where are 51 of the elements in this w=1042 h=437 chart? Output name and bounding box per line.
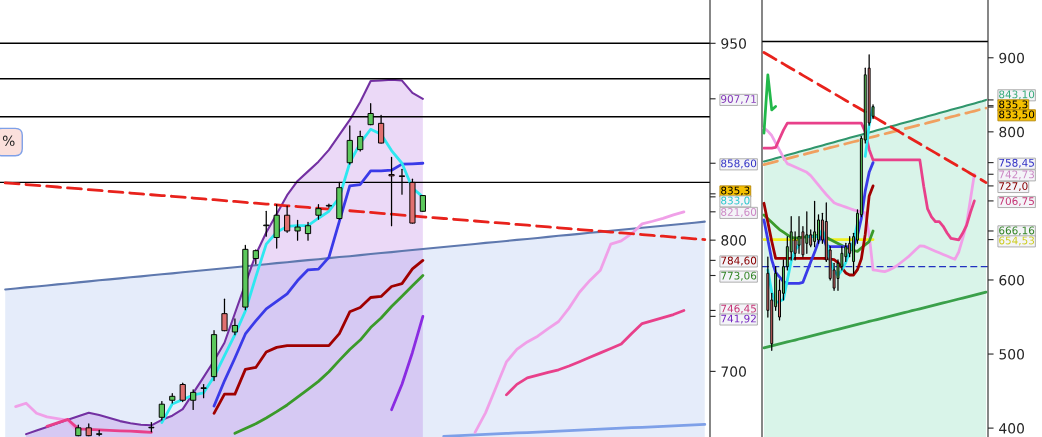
y-tick-label: 821,60 bbox=[721, 208, 757, 217]
candlestick bbox=[848, 236, 852, 258]
y-tick-label: 950 bbox=[721, 38, 746, 49]
line-series bbox=[762, 290, 988, 350]
line-series bbox=[390, 314, 425, 412]
candlestick bbox=[294, 219, 301, 241]
y-tick-label: 900 bbox=[999, 52, 1024, 64]
y-tick-label: 500 bbox=[999, 349, 1024, 360]
candlestick bbox=[273, 204, 280, 249]
y-tick-label: 843,10 bbox=[999, 90, 1035, 100]
y-tick-label: 600 bbox=[999, 274, 1024, 286]
y-tick-label: 784,60 bbox=[721, 256, 757, 266]
y-tick-label: 727,0 bbox=[999, 182, 1028, 192]
candlestick bbox=[304, 221, 312, 241]
candlestick bbox=[190, 389, 197, 411]
candlestick bbox=[263, 210, 270, 237]
line-series bbox=[762, 121, 976, 242]
y-tick-label: 400 bbox=[999, 423, 1024, 434]
y-tick-label: 800 bbox=[721, 235, 746, 246]
y-tick-label: 706,75 bbox=[999, 197, 1034, 207]
y-tick-label: 907,71 bbox=[721, 95, 756, 104]
line-series bbox=[442, 423, 707, 437]
line-series bbox=[212, 258, 425, 415]
y-tick-label: 700 bbox=[721, 366, 746, 377]
candlestick bbox=[158, 400, 165, 421]
y-tick-label: 742,73 bbox=[999, 170, 1035, 180]
line-series bbox=[212, 161, 425, 408]
y-tick-label: 746,45 bbox=[721, 304, 756, 314]
y-tick-label: 835,3 bbox=[999, 100, 1028, 110]
y-tick-label: 833,0 bbox=[721, 196, 750, 206]
candlestick bbox=[284, 205, 291, 233]
candlestick bbox=[179, 382, 186, 403]
line-series bbox=[762, 106, 988, 166]
y-tick-label: 835,3 bbox=[721, 186, 750, 196]
candlestick bbox=[346, 125, 353, 165]
y-tick-label: 654,53 bbox=[999, 236, 1035, 246]
y-tick-label: 800 bbox=[999, 126, 1024, 138]
candlestick bbox=[221, 298, 228, 332]
y-tick-label: 758,45 bbox=[999, 158, 1034, 168]
y-tick-label: 833,50 bbox=[999, 110, 1035, 120]
candlestick bbox=[805, 211, 809, 254]
candlestick bbox=[817, 214, 820, 244]
y-tick-label: 666,16 bbox=[999, 226, 1035, 236]
y-tick-label: 773,06 bbox=[721, 271, 757, 281]
line-series bbox=[233, 274, 425, 435]
candlestick bbox=[813, 200, 817, 248]
candlestick bbox=[357, 130, 364, 152]
annotation: % bbox=[2, 135, 15, 147]
line-series bbox=[762, 73, 778, 135]
y-tick-label: 741,92 bbox=[721, 314, 756, 324]
y-tick-label: 858,60 bbox=[721, 159, 757, 169]
